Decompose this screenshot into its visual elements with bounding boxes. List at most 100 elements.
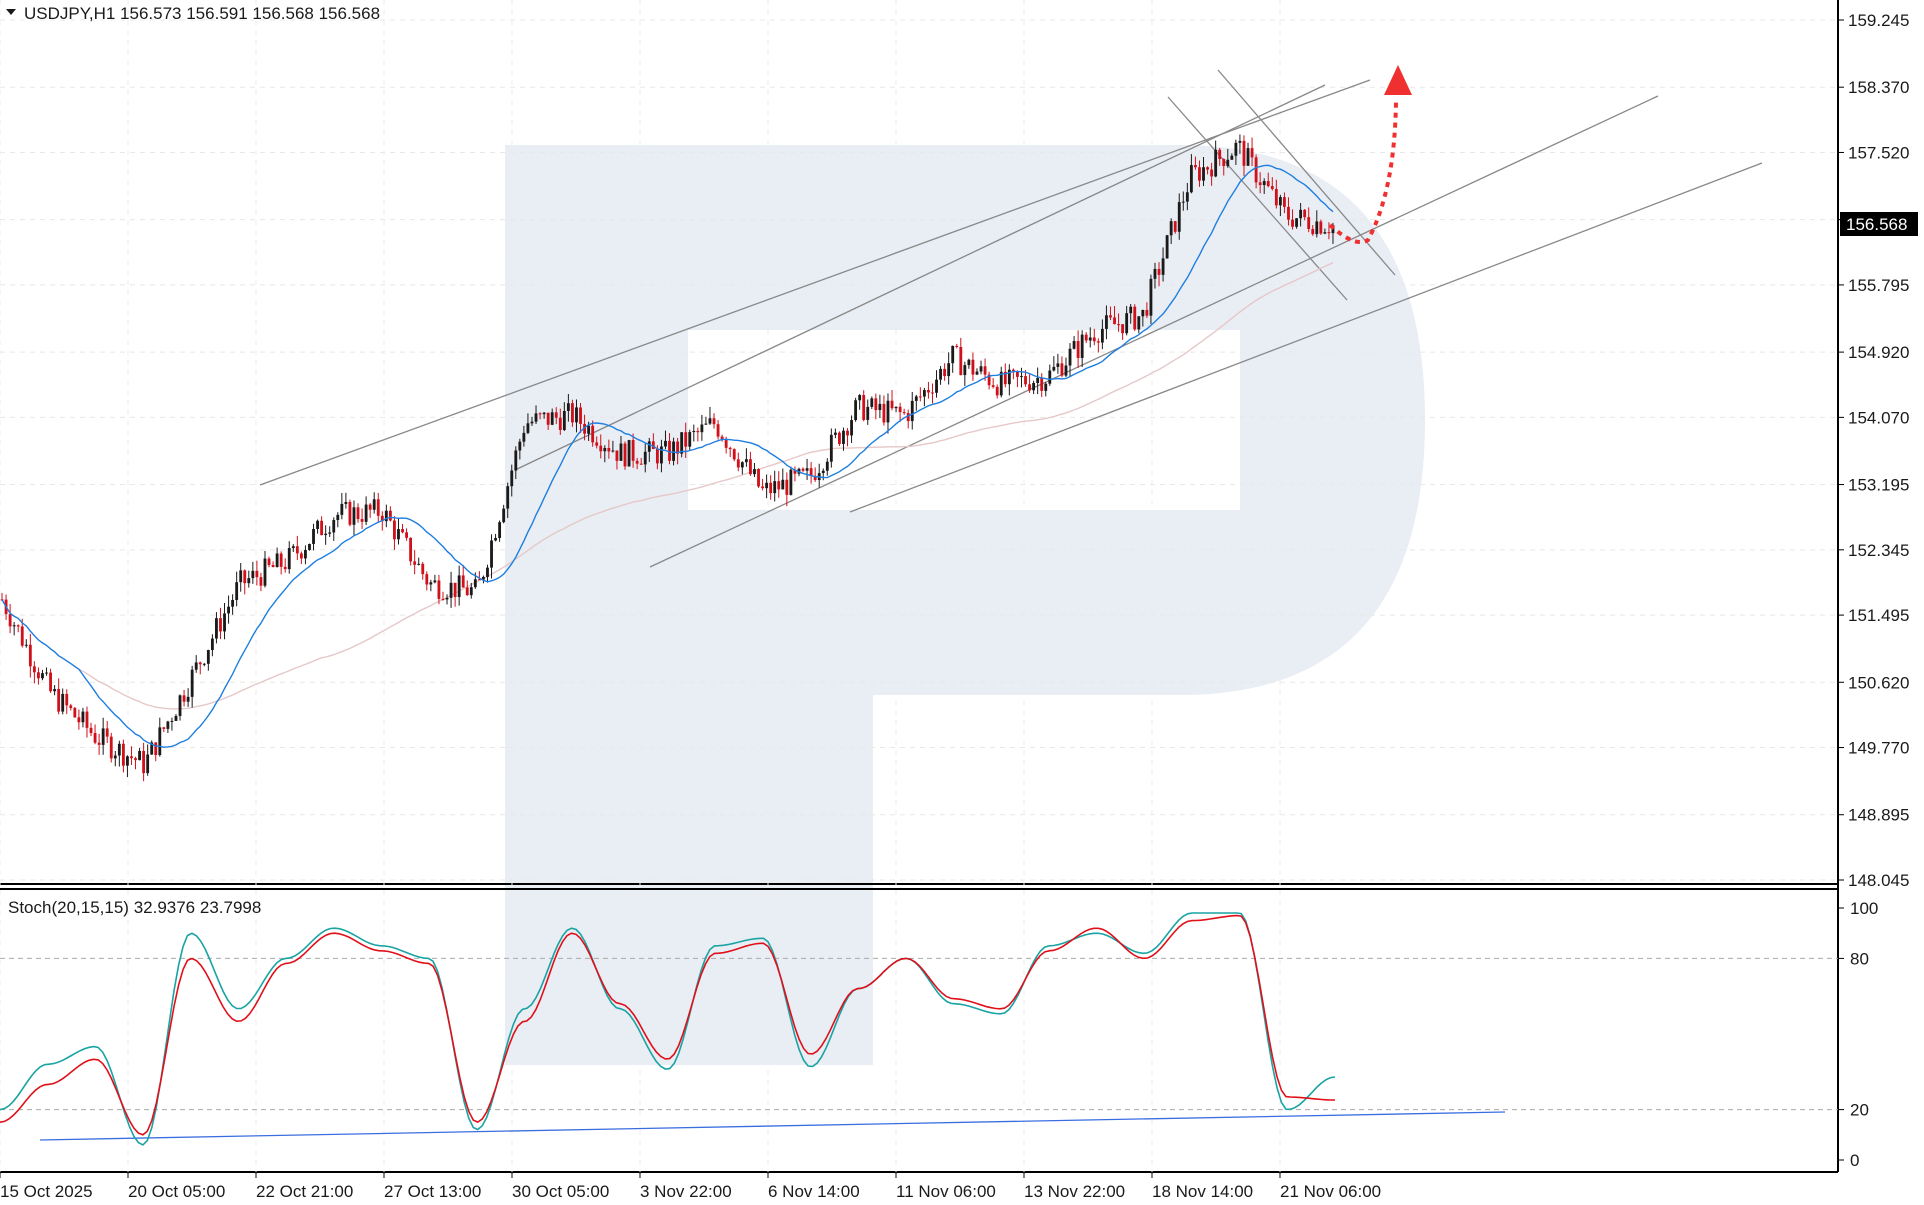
candle-body (1283, 197, 1286, 207)
candle-body (97, 742, 101, 745)
x-tick-label: 13 Nov 22:00 (1024, 1182, 1125, 1201)
candle-body (838, 432, 841, 444)
candle-body (1189, 165, 1193, 193)
candle-body (1036, 377, 1040, 383)
candle-body (603, 447, 607, 452)
y-tick-label: 154.070 (1848, 408, 1909, 427)
candle-body (1076, 341, 1080, 358)
candle-body (49, 672, 52, 692)
candle-body (1206, 167, 1209, 170)
candle-body (765, 482, 769, 489)
candle-body (24, 644, 28, 646)
candle-body (1003, 371, 1007, 385)
candle-body (344, 501, 348, 504)
y-tick-label: 155.795 (1848, 276, 1909, 295)
candle-body (870, 398, 874, 407)
candle-body (32, 666, 36, 673)
y-tick-label: 148.895 (1848, 806, 1909, 825)
candle-body (647, 441, 651, 452)
candle-body (635, 460, 639, 464)
candle-body (591, 425, 595, 443)
x-tick-label: 21 Nov 06:00 (1280, 1182, 1381, 1201)
x-tick-label: 30 Oct 05:00 (512, 1182, 609, 1201)
candle-body (453, 582, 457, 598)
slow-ma-line (1, 262, 1334, 710)
candle-body (89, 727, 93, 734)
candle-body (1028, 384, 1031, 391)
candle-body (753, 469, 756, 475)
candle-body (1299, 209, 1303, 219)
candle-body (999, 371, 1003, 396)
candle-body (898, 406, 902, 413)
candle-body (1011, 369, 1015, 372)
y-tick-label: 158.370 (1848, 78, 1909, 97)
fast-ma-line (1, 164, 1334, 748)
grid (0, 0, 1838, 1172)
candle-body (1125, 313, 1129, 334)
candle-body (429, 582, 433, 585)
candle-body (1016, 371, 1019, 377)
candle-body (890, 400, 894, 409)
candle-body (530, 421, 534, 424)
candle-body (138, 750, 141, 761)
candle-body (1262, 181, 1266, 186)
candle-body (704, 423, 708, 425)
x-tick-label: 15 Oct 2025 (0, 1182, 93, 1201)
candle-body (174, 715, 178, 721)
candle-body (1194, 165, 1197, 168)
candle-body (922, 389, 926, 397)
candle-body (1202, 167, 1205, 181)
candle-body (874, 398, 878, 411)
forecast-arrow (1328, 65, 1412, 245)
candle-body (744, 459, 748, 463)
candle-body (37, 672, 40, 679)
candle-body (1210, 169, 1214, 177)
y-tick-label: 152.345 (1848, 541, 1909, 560)
candle-body (271, 565, 275, 568)
candle-body (769, 482, 773, 494)
candle-body (736, 459, 740, 468)
header-text: USDJPY,H1 156.573 156.591 156.568 156.56… (24, 4, 380, 23)
candle-body (16, 625, 20, 627)
candle-body (150, 742, 154, 755)
candle-body (1278, 197, 1282, 206)
candle-body (57, 689, 61, 712)
candle-body (1319, 221, 1323, 234)
collapse-triangle-icon (6, 9, 16, 15)
candle-body (1153, 268, 1157, 279)
candle-body (1092, 337, 1096, 342)
candle-body (368, 504, 372, 510)
candle-body (166, 721, 170, 729)
x-tick-label: 11 Nov 06:00 (896, 1182, 996, 1201)
candle-body (566, 403, 570, 411)
candle-body (534, 413, 538, 422)
candle-body (660, 446, 663, 464)
candle-body (522, 432, 526, 442)
candle-body (963, 365, 967, 376)
candle-body (672, 441, 675, 461)
candle-body (825, 461, 829, 471)
x-tick-label: 3 Nov 22:00 (640, 1182, 732, 1201)
candle-body (1068, 348, 1072, 366)
candle-body (356, 507, 360, 520)
candle-body (182, 695, 186, 702)
current-price-label: 156.568 (1846, 215, 1907, 234)
candle-body (465, 587, 469, 596)
candle-body (1165, 235, 1169, 259)
stoch-support-line (39, 1111, 1506, 1141)
candle-body (287, 548, 291, 570)
candle-body (61, 693, 65, 712)
candle-body (316, 520, 319, 529)
candle-body (809, 468, 813, 476)
candle-body (619, 443, 623, 461)
candle-body (437, 580, 441, 599)
y-tick-label: 154.920 (1848, 343, 1909, 362)
candle-body (158, 727, 162, 756)
candle-body (121, 743, 125, 766)
candle-body (854, 400, 858, 421)
trendlines[interactable] (259, 69, 1763, 568)
candle-body (332, 520, 336, 533)
candle-body (146, 754, 150, 774)
candle-body (1222, 159, 1226, 167)
